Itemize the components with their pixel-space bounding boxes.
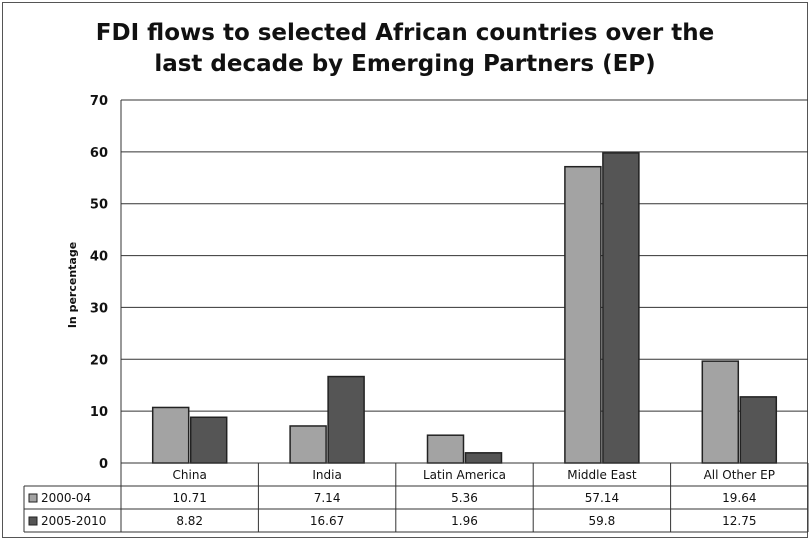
category-label: Latin America: [423, 468, 506, 482]
bar-all-other-ep-2005-2010: [739, 396, 778, 464]
legend-label: 2005-2010: [41, 514, 106, 528]
bar-china-2005-2010: [189, 416, 228, 464]
category-label: China: [173, 468, 207, 482]
category-label: Middle East: [567, 468, 637, 482]
bar-latin-america-2000-04: [426, 434, 465, 464]
legend-swatch: [28, 493, 38, 503]
data-value-label: 12.75: [722, 514, 756, 528]
y-tick-label: 30: [90, 301, 108, 316]
chart-title-line-1: FDI flows to selected African countries …: [95, 20, 715, 46]
data-table: China India Latin America Middle East All Ot…: [23, 462, 809, 533]
data-value-label: 1.96: [451, 514, 478, 528]
bars: [151, 152, 778, 464]
data-value-label: 5.36: [451, 491, 478, 505]
y-tick-label: 50: [90, 198, 108, 213]
y-axis: 0 10 20 30 40 50 60 70: [90, 94, 122, 472]
chart-title-line-2: last decade by Emerging Partners (EP): [154, 51, 656, 77]
category-label: All Other EP: [704, 468, 775, 482]
bar-middle-east-2000-04: [564, 165, 602, 464]
bar-india-2005-2010: [327, 375, 365, 464]
legend-swatch: [28, 516, 38, 526]
bar-latin-america-2005-2010: [464, 452, 503, 464]
bar-china-2000-04: [151, 406, 190, 464]
bar-middle-east-2005-2010: [602, 152, 640, 464]
legend-label: 2000-04: [41, 491, 91, 505]
data-value-label: 10.71: [173, 491, 207, 505]
y-tick-label: 60: [90, 146, 108, 161]
data-value-label: 7.14: [314, 491, 341, 505]
bar-india-2000-04: [289, 425, 327, 464]
chart-title: FDI flows to selected African countries …: [0, 18, 810, 80]
data-value-label: 59.8: [589, 514, 616, 528]
category-label: India: [312, 468, 341, 482]
y-tick-label: 20: [90, 353, 108, 368]
bar-all-other-ep-2000-04: [701, 360, 740, 464]
y-tick-label: 0: [99, 457, 108, 472]
data-value-label: 57.14: [585, 491, 619, 505]
y-axis-label: In percentage: [66, 242, 79, 328]
data-value-label: 16.67: [310, 514, 344, 528]
data-value-label: 19.64: [722, 491, 756, 505]
y-tick-label: 70: [90, 94, 108, 109]
data-value-label: 8.82: [176, 514, 203, 528]
y-tick-label: 10: [90, 405, 108, 420]
y-tick-label: 40: [90, 250, 108, 265]
